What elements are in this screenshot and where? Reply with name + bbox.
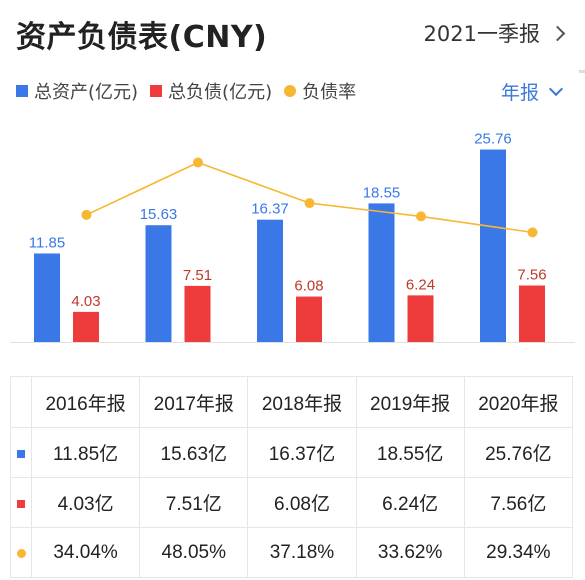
assets-bar[interactable] xyxy=(34,253,60,342)
ratio-point[interactable] xyxy=(304,198,315,209)
table-cell: 4.03亿 xyxy=(30,477,141,528)
table-cell: 33.62% xyxy=(355,527,465,578)
table-cell: 37.18% xyxy=(247,527,357,578)
table-cell: 18.55亿 xyxy=(355,427,465,478)
header: 资产负债表(CNY) 2021一季报 xyxy=(0,0,585,66)
table-cell: 16.37亿 xyxy=(247,427,357,478)
table-header-marker xyxy=(10,376,32,428)
liabilities-bar[interactable] xyxy=(296,296,322,342)
liabilities-data-label: 7.56 xyxy=(517,267,546,284)
legend-ratio-label: 负债率 xyxy=(302,82,357,103)
period-selector[interactable]: 2021一季报 xyxy=(423,18,566,48)
chevron-down-icon xyxy=(548,81,564,97)
assets-data-label: 16.37 xyxy=(251,201,289,218)
row-marker xyxy=(10,427,32,478)
table-cell: 15.63亿 xyxy=(139,427,249,478)
page-title: 资产负债表(CNY) xyxy=(16,20,268,55)
ratio-point[interactable] xyxy=(527,227,538,238)
legend-liabilities[interactable]: 总负债(亿元) xyxy=(150,78,272,104)
liabilities-data-label: 7.51 xyxy=(183,267,212,284)
table-cell: 7.51亿 xyxy=(139,477,249,528)
chart-legend: 总资产(亿元) 总负债(亿元) 负债率 xyxy=(16,78,368,104)
frequency-label: 年报 xyxy=(500,82,539,104)
table-row: 34.04% 48.05% 37.18% 33.62% 29.34% xyxy=(10,527,574,578)
table-row: 4.03亿 7.51亿 6.08亿 6.24亿 7.56亿 xyxy=(10,477,574,528)
frequency-selector[interactable]: 年报 xyxy=(500,78,564,105)
liabilities-bar[interactable] xyxy=(519,285,545,342)
row-marker xyxy=(10,527,32,578)
liabilities-bar[interactable] xyxy=(407,295,434,342)
legend-assets[interactable]: 总资产(亿元) xyxy=(16,78,138,104)
assets-bar[interactable] xyxy=(145,225,172,342)
liabilities-data-label: 6.24 xyxy=(406,276,435,293)
table-cell: 48.05% xyxy=(139,527,249,578)
bar-line-chart: 11.85 4.03 15.63 7.51 16.37 6.08 18.55 6.24 25.7… xyxy=(10,131,575,343)
ratio-point[interactable] xyxy=(193,157,203,168)
table-cell: 34.04% xyxy=(30,527,141,578)
assets-data-label: 11.85 xyxy=(29,234,65,251)
legend-liabilities-label: 总负债(亿元) xyxy=(168,82,273,103)
table-header-cell: 2018年报 xyxy=(247,376,357,428)
table-header-cell: 2019年报 xyxy=(355,376,465,428)
table-cell: 6.08亿 xyxy=(247,477,357,528)
legend-assets-swatch xyxy=(16,85,28,97)
legend-ratio-swatch xyxy=(284,85,297,97)
assets-data-label: 18.55 xyxy=(363,184,401,201)
table-header-cell: 2017年报 xyxy=(139,376,249,428)
table-cell: 7.56亿 xyxy=(463,477,574,528)
ratio-point[interactable] xyxy=(81,209,92,220)
table-header-cell: 2016年报 xyxy=(30,376,141,428)
table-header-cell: 2020年报 xyxy=(463,376,574,428)
liabilities-data-label: 4.03 xyxy=(71,293,100,310)
assets-marker-icon xyxy=(17,449,25,458)
table-cell: 29.34% xyxy=(463,527,574,578)
data-table: 2016年报 2017年报 2018年报 2019年报 2020年报 11.85… xyxy=(10,376,574,578)
table-cell: 25.76亿 xyxy=(463,427,574,478)
legend-ratio[interactable]: 负债率 xyxy=(284,78,356,104)
assets-data-label: 15.63 xyxy=(140,206,178,223)
liabilities-data-label: 6.08 xyxy=(294,278,323,295)
table-cell: 11.85亿 xyxy=(30,427,141,478)
ratio-point[interactable] xyxy=(416,211,426,222)
period-label: 2021一季报 xyxy=(423,22,540,46)
ratio-marker-icon xyxy=(16,548,26,558)
row-marker xyxy=(10,477,32,528)
liabilities-bar[interactable] xyxy=(184,285,211,342)
assets-bar[interactable] xyxy=(368,203,395,342)
liabilities-bar[interactable] xyxy=(73,311,99,342)
table-row: 11.85亿 15.63亿 16.37亿 18.55亿 25.76亿 xyxy=(10,427,574,478)
table-cell: 6.24亿 xyxy=(355,477,465,528)
assets-data-label: 25.76 xyxy=(474,131,512,148)
assets-bar[interactable] xyxy=(480,149,506,342)
chevron-right-icon xyxy=(549,25,566,41)
liabilities-marker-icon xyxy=(17,499,25,508)
legend-assets-label: 总资产(亿元) xyxy=(34,82,139,103)
scroll-indicator xyxy=(579,70,585,73)
table-header-row: 2016年报 2017年报 2018年报 2019年报 2020年报 xyxy=(10,376,574,428)
assets-bar[interactable] xyxy=(257,219,283,342)
legend-liabilities-swatch xyxy=(150,85,163,97)
